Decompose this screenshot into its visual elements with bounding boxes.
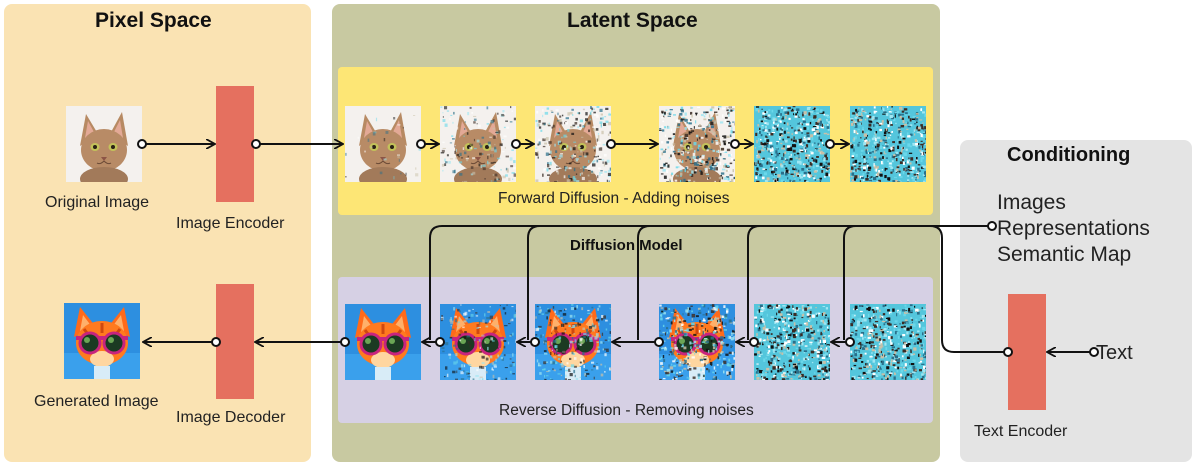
cat-photo-icon: [535, 106, 611, 182]
reverse-step-6: [850, 304, 926, 380]
reverse-step-5: [754, 304, 830, 380]
conditioning-item-semantic-map: Semantic Map: [997, 243, 1132, 266]
noisy-cat-icon: [659, 304, 735, 380]
cat-sunglasses-icon: [345, 304, 421, 380]
noise-icon: [754, 304, 830, 380]
latent-space-title: Latent Space: [567, 9, 698, 32]
cat-sunglasses-icon: [64, 303, 140, 379]
forward-step-6: [850, 106, 926, 182]
cat-photo-icon: [440, 106, 516, 182]
generated-image: [64, 303, 140, 379]
image-decoder-block: [216, 284, 254, 399]
reverse-step-1: [345, 304, 421, 380]
pixel-space-title: Pixel Space: [95, 9, 212, 32]
noise-icon: [850, 106, 926, 182]
forward-step-2: [440, 106, 516, 182]
forward-step-4: [659, 106, 735, 182]
pixel-space-panel: [4, 4, 311, 462]
noisy-cat-icon: [659, 106, 735, 182]
conditioning-item-representations: Representations: [997, 217, 1150, 240]
reverse-step-2: [440, 304, 516, 380]
conditioning-panel: [960, 140, 1192, 462]
diffusion-model-label: Diffusion Model: [570, 237, 683, 254]
cat-sunglasses-icon: [440, 304, 516, 380]
noise-icon: [850, 304, 926, 380]
image-decoder-label: Image Decoder: [176, 409, 286, 426]
noise-icon: [754, 106, 830, 182]
forward-diffusion-label: Forward Diffusion - Adding noises: [498, 190, 730, 207]
conditioning-item-images: Images: [997, 191, 1066, 214]
generated-image-label: Generated Image: [34, 393, 159, 410]
cat-sunglasses-icon: [535, 304, 611, 380]
original-image-label: Original Image: [45, 194, 150, 211]
text-encoder-label: Text Encoder: [974, 423, 1068, 440]
original-image: [66, 106, 142, 182]
image-encoder-label: Image Encoder: [176, 215, 285, 232]
forward-step-5: [754, 106, 830, 182]
reverse-step-3: [535, 304, 611, 380]
image-encoder-block: [216, 86, 254, 202]
reverse-diffusion-label: Reverse Diffusion - Removing noises: [499, 402, 754, 419]
cat-photo-icon: [66, 106, 142, 182]
reverse-step-4: [659, 304, 735, 380]
forward-step-1: [345, 106, 421, 182]
cat-photo-icon: [345, 106, 421, 182]
text-encoder-block: [1008, 294, 1046, 410]
forward-step-3: [535, 106, 611, 182]
conditioning-title: Conditioning: [1007, 144, 1131, 166]
text-input-label: Text: [1096, 342, 1133, 364]
